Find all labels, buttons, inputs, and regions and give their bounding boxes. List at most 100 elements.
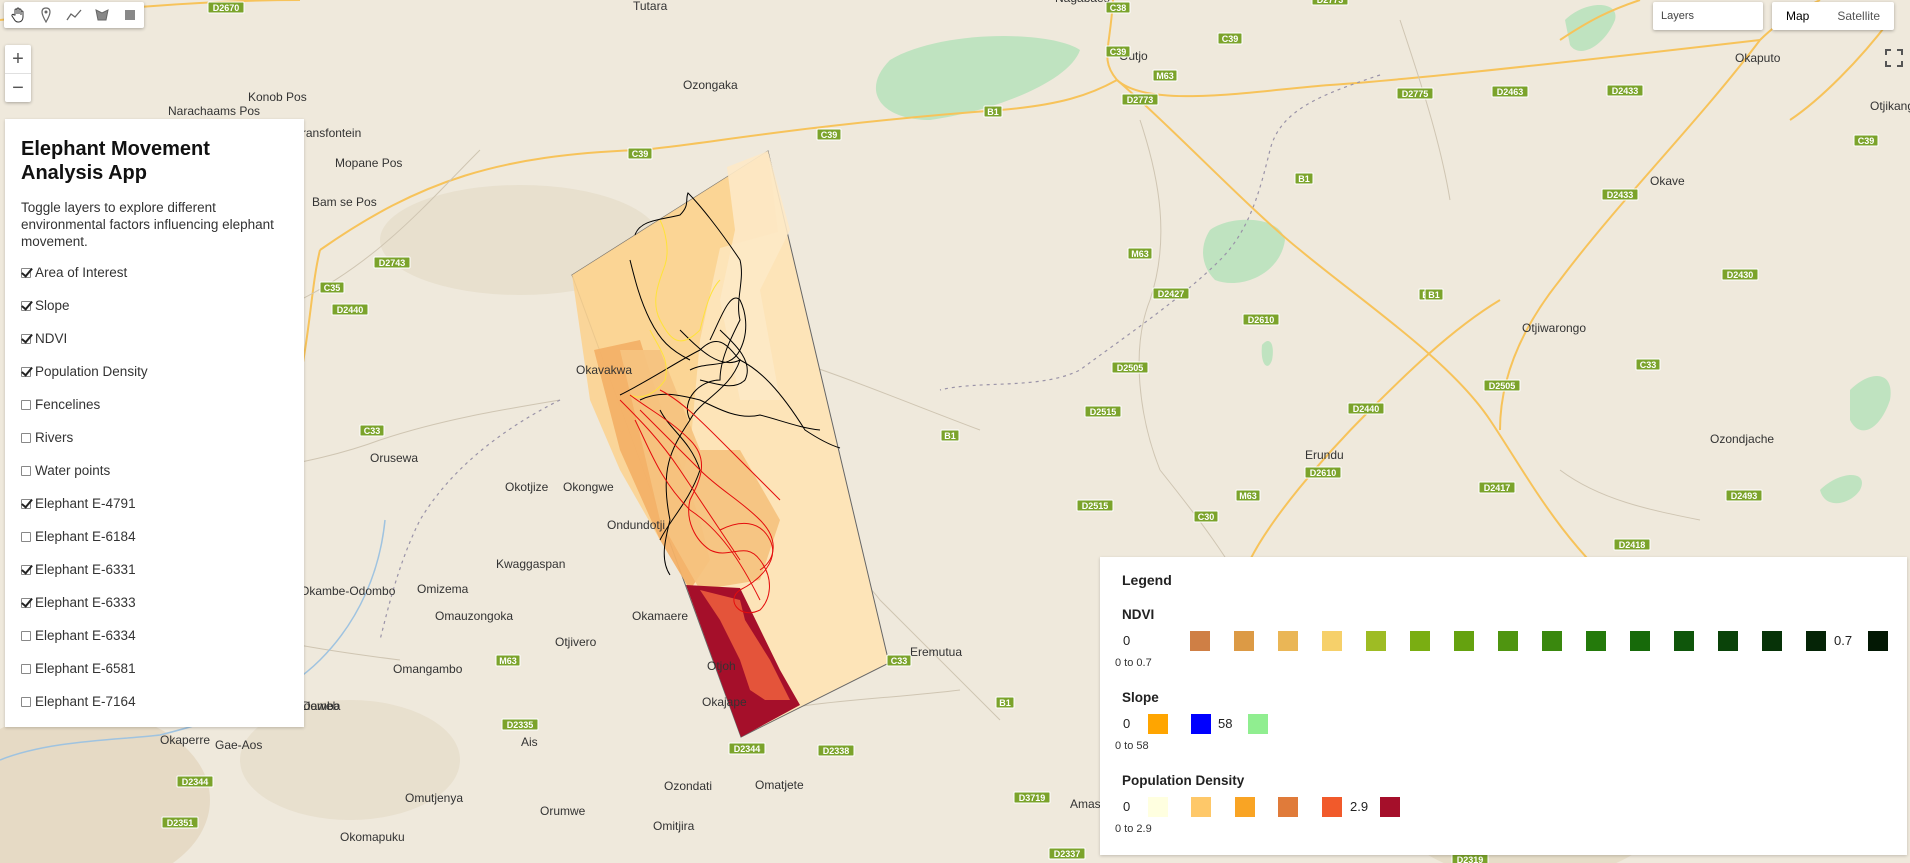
place-label: Otjiwarongo: [1522, 321, 1586, 335]
svg-text:C33: C33: [891, 656, 908, 666]
layer-checkbox[interactable]: [21, 696, 31, 707]
fullscreen-icon: [1885, 49, 1903, 67]
place-label: Omangambo: [393, 662, 463, 676]
layer-toggle[interactable]: Elephant E-6184: [21, 520, 288, 553]
marker-icon[interactable]: [32, 2, 60, 28]
layer-toggle[interactable]: Elephant E-6581: [21, 652, 288, 685]
legend-ndvi-swatch: [1718, 631, 1738, 651]
layer-checkbox[interactable]: [21, 300, 31, 311]
layer-checkbox[interactable]: [21, 333, 31, 344]
layer-toggle[interactable]: Slope: [21, 289, 288, 322]
rectangle-icon[interactable]: [116, 2, 144, 28]
layer-checkbox[interactable]: [21, 630, 31, 641]
layer-toggle[interactable]: NDVI: [21, 322, 288, 355]
place-label: Okotjize: [505, 480, 549, 494]
svg-text:D2433: D2433: [1607, 190, 1634, 200]
zoom-divider: [5, 73, 31, 74]
place-label: Okamaere: [632, 609, 688, 623]
layers-dropdown[interactable]: Layers: [1653, 2, 1763, 30]
layer-checkbox[interactable]: [21, 663, 31, 674]
layer-toggle[interactable]: Elephant E-7164: [21, 685, 288, 718]
road-shield: C38: [1105, 1, 1131, 14]
layer-toggle[interactable]: Fencelines: [21, 388, 288, 421]
svg-text:B1: B1: [944, 431, 956, 441]
road-shield: C39: [1853, 134, 1879, 147]
road-shield: M63: [1235, 489, 1261, 502]
layer-toggle[interactable]: Water points: [21, 454, 288, 487]
road-shield: D2505: [1483, 379, 1521, 392]
road-shield: M63: [1127, 247, 1153, 260]
layer-toggle[interactable]: Rivers: [21, 421, 288, 454]
road-shield: D2433: [1606, 84, 1644, 97]
layer-toggle[interactable]: Area of Interest: [21, 256, 288, 289]
legend-ndvi-swatch: [1762, 631, 1782, 651]
layer-toggle[interactable]: Elephant E-6333: [21, 586, 288, 619]
layer-label: Elephant E-6333: [35, 595, 136, 610]
svg-text:D2610: D2610: [1248, 315, 1275, 325]
map-type-satellite-button[interactable]: Satellite: [1837, 9, 1881, 23]
layer-toggle[interactable]: Elephant E-6334: [21, 619, 288, 652]
svg-text:C39: C39: [1222, 34, 1239, 44]
place-label: Otjikango: [1870, 99, 1910, 113]
place-label: Ondundotji: [607, 518, 665, 532]
svg-text:D2338: D2338: [823, 746, 850, 756]
road-shield: B1: [983, 105, 1003, 118]
svg-text:D2773: D2773: [1317, 0, 1344, 5]
fullscreen-button[interactable]: [1880, 44, 1908, 72]
layer-checkbox[interactable]: [21, 432, 31, 443]
layer-label: Rivers: [35, 430, 74, 445]
place-label: Okajape: [702, 695, 747, 709]
polygon-icon[interactable]: [88, 2, 116, 28]
layer-checkbox[interactable]: [21, 267, 31, 278]
road-shield: D2505: [1111, 361, 1149, 374]
layer-label: Elephant E-6581: [35, 661, 136, 676]
legend-slope-min: 0: [1123, 716, 1131, 731]
layer-checkbox[interactable]: [21, 597, 31, 608]
legend-ndvi-swatch: [1542, 631, 1562, 651]
legend-ndvi-min: 0: [1123, 633, 1131, 648]
road-shield: C30: [1193, 510, 1219, 523]
svg-text:D2319: D2319: [1457, 855, 1484, 863]
place-label: Ozondati: [664, 779, 712, 793]
road-shield: D2433: [1601, 188, 1639, 201]
place-label: Okavakwa: [576, 363, 632, 377]
zoom-in-button[interactable]: +: [12, 47, 24, 70]
layer-checkbox[interactable]: [21, 498, 31, 509]
layer-label: NDVI: [35, 331, 68, 346]
road-shield: C33: [359, 424, 385, 437]
road-shield: D3719: [1013, 791, 1051, 804]
legend-ndvi-swatch: [1278, 631, 1298, 651]
place-label: Ozondjache: [1710, 432, 1774, 446]
svg-text:C33: C33: [1640, 360, 1657, 370]
map-type-map-button[interactable]: Map: [1786, 9, 1810, 23]
place-label: Orusewa: [370, 451, 418, 465]
zoom-out-button[interactable]: −: [12, 76, 24, 99]
road-shield: D2743: [373, 256, 411, 269]
legend-population-swatch: [1148, 797, 1168, 817]
svg-text:D2775: D2775: [1402, 89, 1429, 99]
layer-toggle[interactable]: Population Density: [21, 355, 288, 388]
road-shield: D2319: [1451, 853, 1489, 863]
layer-checkbox[interactable]: [21, 564, 31, 575]
place-label: Otjoh: [707, 659, 736, 673]
layer-toggle[interactable]: Elephant E-6331: [21, 553, 288, 586]
panel-description: Toggle layers to explore different envir…: [21, 200, 274, 249]
road-shield: D2515: [1076, 499, 1114, 512]
layer-toggle[interactable]: Elephant E-4791: [21, 487, 288, 520]
layer-checkbox[interactable]: [21, 399, 31, 410]
svg-text:D2515: D2515: [1082, 501, 1109, 511]
layer-checkbox[interactable]: [21, 531, 31, 542]
place-label: Okaperre: [160, 733, 210, 747]
place-label: Tutara: [633, 0, 668, 13]
layer-label: Elephant E-6184: [35, 529, 136, 544]
svg-text:D2773: D2773: [1127, 95, 1154, 105]
pan-hand-icon[interactable]: [4, 2, 32, 28]
layer-checkbox[interactable]: [21, 465, 31, 476]
polyline-icon[interactable]: [60, 2, 88, 28]
place-label: Mopane Pos: [335, 156, 402, 170]
legend-population-range: 0 to 2.9: [1115, 823, 1152, 835]
layer-checkbox[interactable]: [21, 366, 31, 377]
road-shield: D2427: [1152, 287, 1190, 300]
legend-panel: Legend NDVI 0 0.7 0 to 0.7 Slope 0 58 0 …: [1100, 557, 1907, 855]
svg-text:C39: C39: [1858, 136, 1875, 146]
